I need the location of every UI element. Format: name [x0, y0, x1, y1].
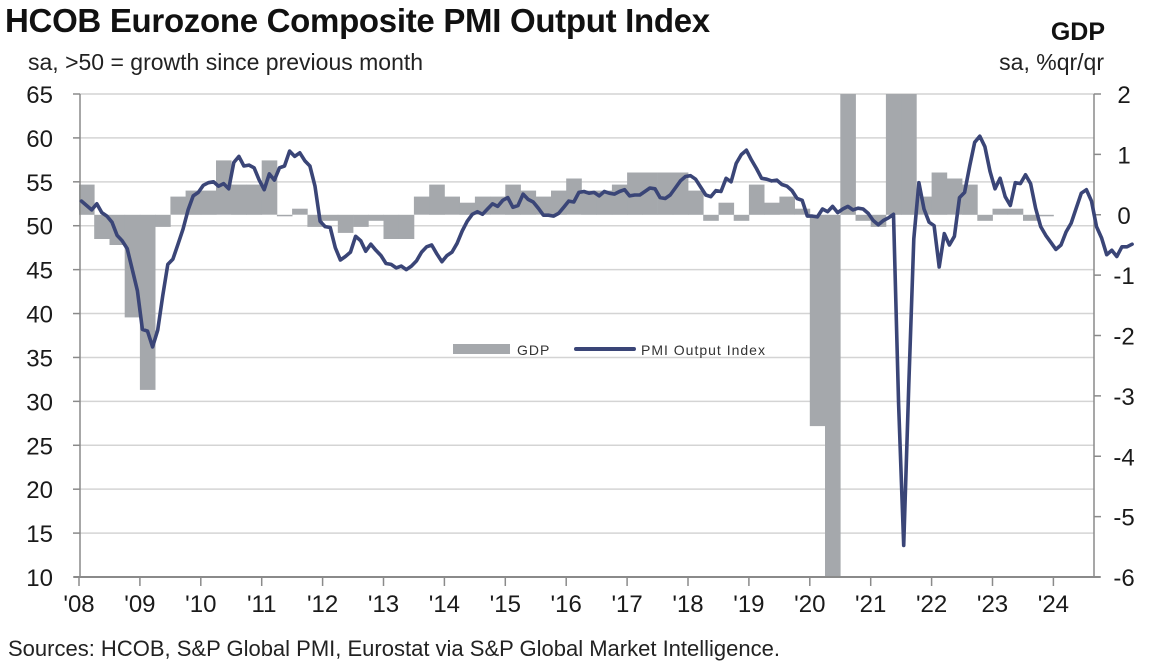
- gdp-bar: [368, 214, 384, 221]
- gdp-bar: [216, 160, 232, 215]
- gdp-bar: [94, 214, 110, 239]
- right-tick-label: -5: [1113, 505, 1134, 532]
- right-tick-label: -4: [1113, 444, 1134, 471]
- x-tick-label: '14: [429, 591, 460, 618]
- legend: GDP PMI Output Index: [453, 342, 766, 358]
- legend-gdp-label: GDP: [517, 342, 550, 358]
- gdp-bar: [413, 196, 430, 215]
- tick-labels: 10 15 20 25 30 35 40 45 50 55 60 65 -6 -5 -4 -3 -2 -1 0 1 2 '…: [26, 82, 1134, 618]
- left-tick-label: 25: [26, 433, 53, 460]
- x-tick-label: '23: [977, 591, 1008, 618]
- gdp-bar: [261, 160, 278, 215]
- gdp-bar: [825, 214, 841, 578]
- x-tick-label: '20: [794, 591, 825, 618]
- gdp-bar: [231, 184, 247, 215]
- left-tick-label: 30: [26, 389, 53, 416]
- x-tick-label: '19: [733, 591, 764, 618]
- x-tick-label: '17: [611, 591, 642, 618]
- gdp-bar: [885, 94, 902, 215]
- gdp-bar: [322, 214, 339, 221]
- right-tick-label: -2: [1113, 324, 1134, 351]
- x-tick-label: '24: [1038, 591, 1069, 618]
- gdp-bar: [276, 214, 293, 217]
- left-tick-label: 15: [26, 521, 53, 548]
- gdp-bar: [246, 184, 263, 215]
- chart-subtitle: sa, >50 = growth since previous month: [28, 49, 424, 75]
- x-tick-label: '13: [368, 591, 399, 618]
- x-tick-label: '15: [490, 591, 521, 618]
- left-tick-label: 20: [26, 477, 53, 504]
- gridlines: [80, 93, 1094, 534]
- pmi-line-layer: [79, 134, 1134, 548]
- gdp-bar: [901, 94, 917, 215]
- pmi-line: [79, 134, 1134, 548]
- gdp-bar: [794, 208, 811, 215]
- gdp-bar: [292, 208, 308, 215]
- gdp-bar: [718, 202, 735, 215]
- x-tick-label: '22: [916, 591, 947, 618]
- gdp-bar: [1007, 208, 1024, 215]
- gdp-bar: [566, 178, 582, 215]
- x-tick-label: '09: [124, 591, 155, 618]
- left-tick-label: 60: [26, 126, 53, 153]
- gdp-bar: [733, 214, 750, 221]
- x-tick-label: '16: [551, 591, 582, 618]
- gdp-bars: [79, 94, 1054, 578]
- legend-pmi-label: PMI Output Index: [641, 342, 766, 358]
- right-tick-label: -1: [1113, 263, 1134, 290]
- gdp-bar: [688, 190, 704, 215]
- gdp-bar: [642, 172, 658, 215]
- source-note: Sources: HCOB, S&P Global PMI, Eurostat …: [8, 636, 780, 661]
- gdp-bar: [809, 214, 826, 427]
- gdp-bar: [337, 214, 354, 233]
- gdp-bar: [383, 214, 400, 239]
- gdp-bar: [992, 208, 1009, 215]
- gdp-bar: [429, 184, 445, 215]
- left-tick-label: 10: [26, 565, 53, 592]
- gdp-bar: [840, 94, 856, 215]
- gdp-bar: [855, 214, 872, 221]
- gdp-bar: [200, 190, 217, 215]
- gdp-bar: [779, 196, 795, 215]
- gdp-bar: [353, 214, 369, 227]
- left-tick-label: 55: [26, 170, 53, 197]
- gdp-bar: [170, 196, 186, 215]
- gdp-bar: [398, 214, 415, 239]
- gdp-bar: [155, 214, 171, 227]
- gdp-bar: [459, 202, 476, 215]
- gdp-bar: [1038, 214, 1054, 217]
- right-tick-label: 0: [1117, 203, 1130, 230]
- gdp-bar: [581, 190, 597, 215]
- gdp-bar: [764, 202, 780, 215]
- right-tick-label: 1: [1117, 142, 1130, 169]
- x-tick-label: '10: [185, 591, 216, 618]
- legend-gdp-swatch: [453, 344, 510, 354]
- left-tick-label: 35: [26, 345, 53, 372]
- right-tick-label: -3: [1113, 384, 1134, 411]
- x-tick-label: '18: [672, 591, 703, 618]
- left-tick-label: 50: [26, 214, 53, 241]
- right-tick-label: 2: [1117, 82, 1130, 109]
- x-tick-label: '12: [307, 591, 338, 618]
- gdp-bar: [748, 184, 765, 215]
- gdp-bar: [1023, 214, 1039, 221]
- x-tick-label: '11: [247, 591, 277, 618]
- chart-title: HCOB Eurozone Composite PMI Output Index: [5, 2, 710, 39]
- left-tick-label: 40: [26, 302, 53, 329]
- x-tick-label: '21: [855, 591, 886, 618]
- right-axis-title: GDP: [1050, 18, 1105, 46]
- gdp-bar: [444, 196, 460, 215]
- axes: [73, 93, 1101, 586]
- left-tick-label: 65: [26, 82, 53, 109]
- right-tick-label: -6: [1113, 565, 1134, 592]
- gdp-bar: [977, 214, 993, 221]
- gdp-bar: [657, 172, 674, 215]
- x-tick-label: '08: [63, 591, 94, 618]
- gdp-bar: [139, 214, 156, 390]
- right-axis-subtitle: sa, %qr/qr: [999, 49, 1104, 75]
- gdp-bar: [931, 172, 948, 215]
- gdp-bar: [703, 214, 719, 221]
- left-tick-label: 45: [26, 258, 53, 285]
